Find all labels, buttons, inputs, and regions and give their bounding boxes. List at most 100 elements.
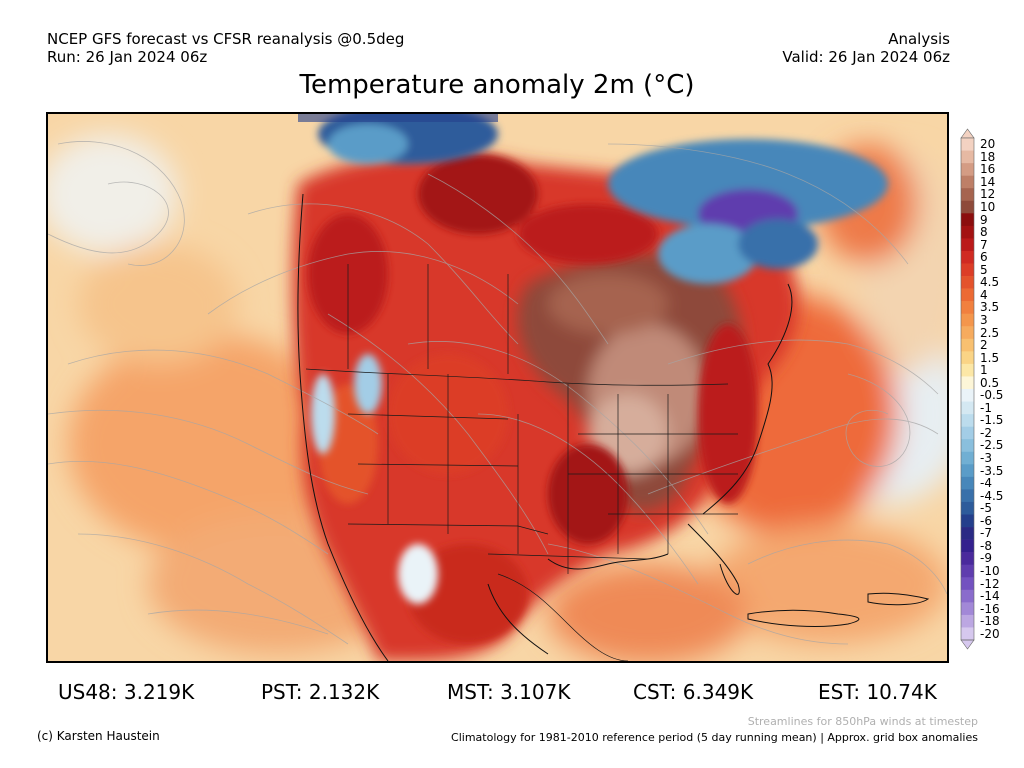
legend-swatch <box>961 401 974 415</box>
legend-swatch <box>961 426 974 440</box>
legend-swatch <box>961 351 974 365</box>
legend-tick-label: 2.5 <box>980 325 1000 340</box>
legend-tick-label: 5 <box>980 262 988 277</box>
legend-tick-label: 0.5 <box>980 375 1000 390</box>
author-credit: (c) Karsten Haustein <box>37 729 160 743</box>
legend-swatch <box>961 276 974 289</box>
stat-us48: US48: 3.219K <box>58 680 195 704</box>
stat-est: EST: 10.74K <box>818 680 937 704</box>
legend-tick-label: -2.5 <box>980 438 1004 453</box>
legend-tick-label: -12 <box>980 576 1000 591</box>
legend-tick-label: -7 <box>980 526 992 541</box>
coastlines <box>297 193 930 661</box>
legend-tick-label: 12 <box>980 187 996 202</box>
legend-swatch <box>961 439 974 453</box>
legend-tick-label: 9 <box>980 212 988 227</box>
legend-tick-label: -6 <box>980 513 992 528</box>
legend-tick-label: 1 <box>980 363 988 378</box>
legend-tick-label: 4 <box>980 287 988 302</box>
legend-tick-label: -3 <box>980 451 992 466</box>
stat-pst: PST: 2.132K <box>261 680 380 704</box>
legend-colorbar <box>960 128 975 650</box>
arctic-band <box>298 114 498 122</box>
legend-tick-label: -8 <box>980 538 992 553</box>
legend-tick-label: 16 <box>980 162 996 177</box>
legend-swatch <box>961 363 974 377</box>
legend-swatch <box>961 389 974 402</box>
streamline-note: Streamlines for 850hPa winds at timestep <box>747 715 978 728</box>
legend-tick-label: 18 <box>980 149 996 164</box>
legend-swatch <box>961 514 974 528</box>
legend-tick-label: 8 <box>980 225 988 240</box>
legend-tick-label: -14 <box>980 589 1000 604</box>
legend-swatch <box>961 138 974 151</box>
legend-swatch <box>961 589 974 603</box>
legend-tick-label: -1 <box>980 400 992 415</box>
legend-swatch <box>961 338 974 352</box>
header-right: Analysis Valid: 26 Jan 2024 06z <box>782 30 950 66</box>
legend-swatch <box>961 464 974 478</box>
legend-tick-label: -9 <box>980 551 992 566</box>
run-time: Run: 26 Jan 2024 06z <box>47 48 208 66</box>
legend-swatch <box>961 376 974 390</box>
legend-tick-label: -2 <box>980 425 992 440</box>
legend-tick-label: 4.5 <box>980 275 1000 290</box>
legend-swatch <box>961 288 974 302</box>
model-description: NCEP GFS forecast vs CFSR reanalysis @0.… <box>47 30 405 48</box>
legend-swatch <box>961 301 974 314</box>
legend-tick-label: -18 <box>980 614 1000 629</box>
stat-cst: CST: 6.349K <box>633 680 754 704</box>
legend-tick-label: -5 <box>980 501 992 516</box>
legend-swatch <box>961 150 974 164</box>
wind-streamlines <box>48 141 947 645</box>
legend-swatch <box>961 213 974 227</box>
legend-swatch <box>961 263 974 277</box>
legend-tick-label: -4.5 <box>980 488 1004 503</box>
legend-tick-label: -16 <box>980 601 1000 616</box>
legend-swatch <box>961 539 974 553</box>
legend-swatch <box>961 313 974 327</box>
legend-tick-label: 6 <box>980 250 988 265</box>
legend-tick-label: 14 <box>980 174 996 189</box>
valid-time: Valid: 26 Jan 2024 06z <box>782 48 950 66</box>
region-stats: US48: 3.219K PST: 2.132K MST: 3.107K CST… <box>0 680 1024 706</box>
analysis-label: Analysis <box>888 30 950 48</box>
legend-border <box>960 137 975 641</box>
legend-tick-label: 3.5 <box>980 300 1000 315</box>
legend-tick-label: 3 <box>980 312 988 327</box>
legend-arrow-bottom <box>960 639 975 650</box>
legend-swatch <box>961 414 974 427</box>
header-left: NCEP GFS forecast vs CFSR reanalysis @0.… <box>47 30 404 66</box>
legend-swatch <box>961 225 974 239</box>
legend-swatch <box>961 188 974 202</box>
legend-swatch <box>961 577 974 591</box>
legend-tick-label: -3.5 <box>980 463 1004 478</box>
legend-tick-label: -0.5 <box>980 388 1004 403</box>
legend-swatch <box>961 614 974 628</box>
legend-tick-label: 20 <box>980 137 996 152</box>
legend-swatch <box>961 602 974 616</box>
temperature-anomaly-map <box>46 112 949 663</box>
legend-swatch <box>961 627 974 641</box>
map-title: Temperature anomaly 2m (°C) <box>299 70 695 100</box>
legend-swatch <box>961 326 974 340</box>
legend-arrow-top <box>960 128 975 139</box>
legend-tick-label: 1.5 <box>980 350 1000 365</box>
legend-swatch <box>961 250 974 264</box>
stat-mst: MST: 3.107K <box>447 680 571 704</box>
legend-tick-label: -10 <box>980 563 1000 578</box>
map-canvas <box>48 114 947 661</box>
legend-tick-label: -1.5 <box>980 413 1004 428</box>
legend-swatch <box>961 501 974 515</box>
cold-field <box>311 114 888 604</box>
legend-tick-label: 7 <box>980 237 988 252</box>
legend-swatch <box>961 489 974 503</box>
legend-swatch <box>961 163 974 176</box>
legend-swatch <box>961 451 974 465</box>
legend-swatch <box>961 564 974 578</box>
political-borders <box>305 264 738 661</box>
legend-tick-label: 10 <box>980 200 996 215</box>
legend-swatch <box>961 175 974 189</box>
color-legend: 20 18 16 14 12 10 9 8 7 6 5 4.5 4 3.5 3 2.5 2 1.5 1 0.5 -0.5… <box>958 128 1018 650</box>
legend-swatch <box>961 476 974 490</box>
